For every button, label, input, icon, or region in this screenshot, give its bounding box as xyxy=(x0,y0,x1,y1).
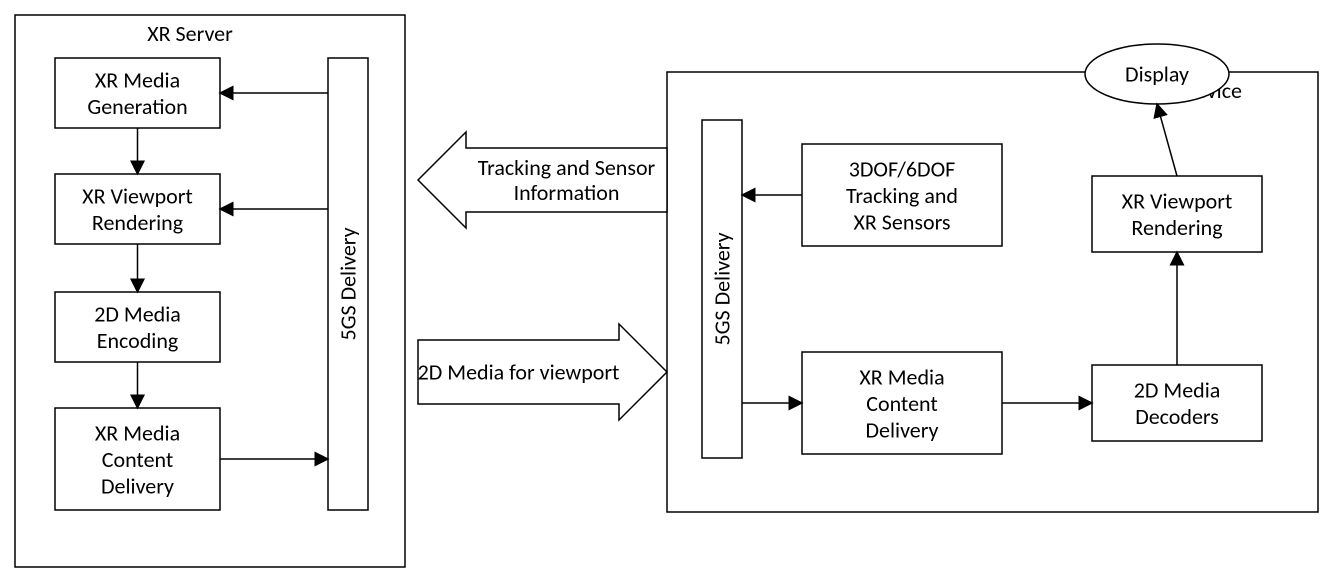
node-decoders-label-1: Decoders xyxy=(1135,403,1219,430)
node-gen-label-1: Generation xyxy=(87,93,187,120)
node-enc2d-label-0: 2D Media xyxy=(94,301,181,328)
node-contentS-label-1: Content xyxy=(102,446,174,473)
node-display-label: Display xyxy=(1125,61,1189,88)
node-contentD-label-2: Delivery xyxy=(866,416,939,443)
node-contentS-label-0: XR Media xyxy=(95,420,180,447)
node-vpRender-label-0: XR Viewport xyxy=(82,183,193,210)
big-arrow-top-label-1: Information xyxy=(514,179,620,206)
node-contentD-label-1: Content xyxy=(866,390,938,417)
node-contentD-label-0: XR Media xyxy=(859,364,944,391)
node-vpRenderD-label-0: XR Viewport xyxy=(1122,188,1233,215)
edge-10 xyxy=(1157,104,1177,176)
big-arrow-bottom-label-0: 2D Media for viewport xyxy=(418,359,620,386)
node-tracking-label-1: Tracking and xyxy=(846,182,958,209)
diagram-canvas: XR ServerXR DeviceXR MediaGenerationXR V… xyxy=(0,0,1330,584)
node-gen-label-0: XR Media xyxy=(95,67,180,94)
node-enc2d-label-1: Encoding xyxy=(97,327,179,354)
node-decoders-label-0: 2D Media xyxy=(1134,377,1221,404)
node-deliv2-label: 5GS Delivery xyxy=(709,232,736,345)
node-tracking-label-2: XR Sensors xyxy=(853,208,950,235)
node-deliv1-label: 5GS Delivery xyxy=(335,227,362,340)
node-vpRenderD-label-1: Rendering xyxy=(1131,214,1222,241)
server-title: XR Server xyxy=(147,20,233,47)
node-vpRender-label-1: Rendering xyxy=(92,209,183,236)
node-tracking-label-0: 3DOF/6DOF xyxy=(849,156,956,183)
big-arrow-top-label-0: Tracking and Sensor xyxy=(478,154,656,181)
node-contentS-label-2: Delivery xyxy=(101,472,174,499)
